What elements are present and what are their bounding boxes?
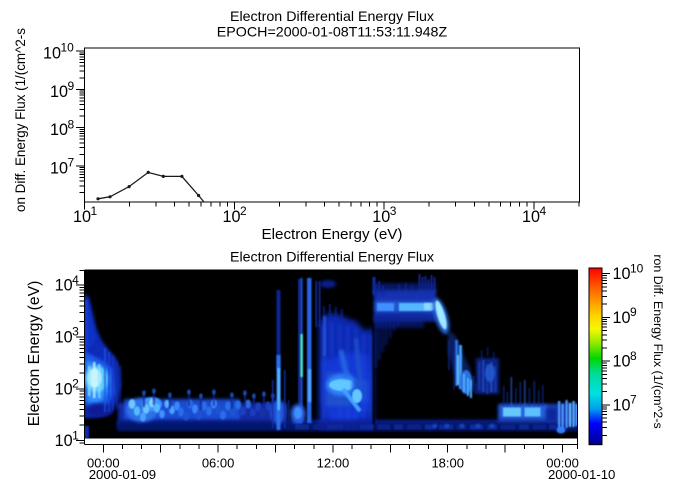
svg-text:2: 2 (72, 376, 79, 390)
svg-text:ron Diff. Energy Flux (1/(cm^2: ron Diff. Energy Flux (1/(cm^2-s (651, 254, 665, 428)
svg-text:7: 7 (630, 392, 637, 406)
svg-text:2000-01-10: 2000-01-10 (548, 467, 615, 482)
svg-text:10: 10 (522, 208, 540, 226)
svg-text:06:00: 06:00 (202, 455, 235, 470)
svg-text:Electron Differential Energy F: Electron Differential Energy Flux (230, 9, 434, 25)
svg-text:10: 10 (73, 208, 91, 226)
svg-text:18:00: 18:00 (431, 455, 464, 470)
svg-text:1: 1 (90, 204, 97, 218)
svg-text:10: 10 (50, 83, 68, 101)
svg-text:00:00: 00:00 (87, 455, 120, 470)
svg-text:9: 9 (67, 79, 74, 93)
svg-text:00:00: 00:00 (546, 455, 579, 470)
svg-text:4: 4 (72, 273, 79, 287)
svg-text:10: 10 (372, 208, 390, 226)
svg-text:8: 8 (630, 349, 637, 363)
svg-text:9: 9 (630, 305, 637, 319)
svg-text:2000-01-09: 2000-01-09 (89, 467, 156, 482)
svg-text:10: 10 (223, 208, 241, 226)
svg-text:Electron Energy (eV): Electron Energy (eV) (26, 281, 43, 427)
svg-text:10: 10 (50, 121, 68, 139)
svg-text:10: 10 (50, 159, 68, 177)
svg-text:10: 10 (613, 396, 631, 414)
svg-text:3: 3 (72, 325, 79, 339)
svg-text:EPOCH=2000-01-08T11:53:11.948Z: EPOCH=2000-01-08T11:53:11.948Z (217, 25, 448, 41)
svg-text:4: 4 (539, 204, 546, 218)
svg-text:Electron Differential Energy F: Electron Differential Energy Flux (230, 250, 434, 266)
svg-text:10: 10 (43, 45, 61, 63)
svg-text:3: 3 (390, 204, 397, 218)
svg-text:Electron Energy (eV): Electron Energy (eV) (262, 226, 403, 243)
svg-text:10: 10 (613, 353, 631, 371)
svg-text:10: 10 (630, 261, 644, 275)
svg-text:8: 8 (67, 117, 74, 131)
svg-text:10: 10 (613, 265, 631, 283)
svg-text:10: 10 (55, 329, 73, 347)
svg-text:12:00: 12:00 (317, 455, 350, 470)
svg-text:10: 10 (613, 309, 631, 327)
svg-text:7: 7 (67, 156, 74, 170)
svg-text:10: 10 (60, 41, 74, 55)
svg-text:10: 10 (55, 432, 73, 450)
svg-text:1: 1 (72, 428, 79, 442)
svg-text:10: 10 (55, 380, 73, 398)
svg-text:2: 2 (240, 204, 247, 218)
svg-text:on Diff. Energy Flux (1/(cm^2-: on Diff. Energy Flux (1/(cm^2-s (13, 28, 28, 212)
svg-text:10: 10 (55, 277, 73, 295)
